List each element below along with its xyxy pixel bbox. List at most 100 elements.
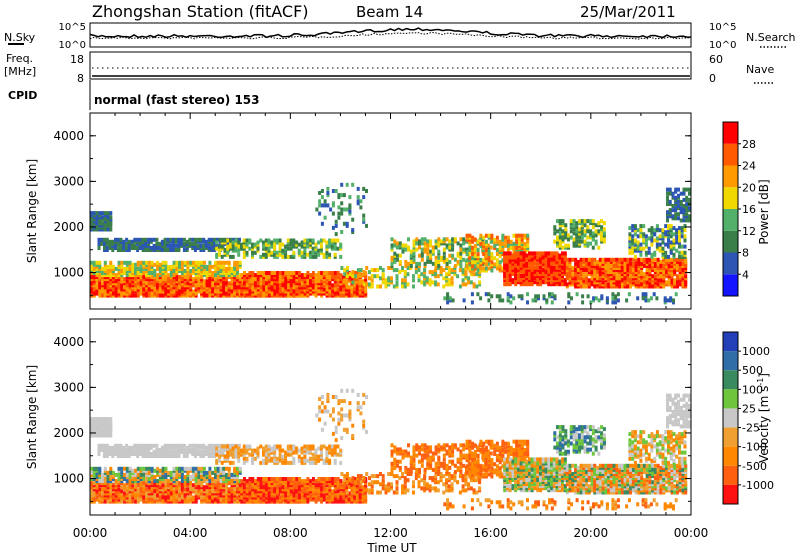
power-cell (533, 265, 537, 270)
power-cell (586, 235, 590, 240)
velocity-cell (216, 497, 220, 502)
velocity-cell (139, 483, 143, 488)
power-cell (344, 271, 348, 275)
velocity-cell (200, 493, 204, 498)
power-cell (345, 221, 349, 226)
power-cell (238, 291, 242, 296)
power-cell (403, 272, 407, 277)
power-cell (100, 241, 104, 246)
power-cell (648, 268, 652, 273)
power-cell (109, 215, 113, 220)
velocity-cell (125, 479, 129, 484)
power-cell (642, 259, 646, 264)
power-cell (626, 257, 630, 262)
freq-right-bottom-tick: 0 (709, 72, 716, 85)
velocity-cell (158, 493, 162, 498)
power-cell (98, 221, 102, 226)
power-cell (270, 240, 274, 245)
power-cell (359, 274, 363, 279)
power-cell (213, 237, 217, 242)
power-cell (589, 300, 593, 305)
power-cell (398, 270, 402, 275)
power-cell (550, 300, 554, 305)
power-cell (629, 261, 633, 266)
power-cell (251, 285, 255, 290)
power-cell (578, 235, 582, 240)
power-cell (128, 269, 132, 273)
power-cell (636, 228, 640, 233)
velocity-cell (225, 493, 228, 498)
power-cell (655, 224, 659, 229)
power-cell (156, 277, 160, 282)
power-cell (670, 259, 674, 264)
power-cell (563, 257, 567, 262)
power-cell (447, 266, 451, 270)
velocity-cell (219, 493, 223, 498)
power-cell (571, 272, 575, 277)
velocity-cell (109, 491, 113, 496)
velocity-cell (136, 493, 140, 498)
power-cell (593, 257, 597, 262)
power-cell (647, 246, 651, 251)
power-cell (472, 284, 476, 289)
power-cell (489, 245, 493, 250)
power-cell (600, 294, 604, 299)
power-cell (596, 276, 600, 281)
power-cell (342, 293, 346, 298)
power-cell (284, 273, 288, 278)
power-cell (437, 249, 441, 254)
power-cell (219, 273, 223, 278)
power-cell (443, 296, 447, 301)
power-cell (92, 287, 96, 292)
power-cell (98, 264, 102, 269)
power-cell (368, 282, 371, 287)
velocity-cell (109, 475, 113, 479)
power-cell (234, 242, 238, 247)
power-cell (390, 255, 394, 260)
power-cell (292, 285, 296, 290)
power-cell (633, 242, 637, 247)
power-cell (264, 252, 268, 257)
power-cell (667, 232, 670, 237)
power-cell (273, 252, 277, 257)
power-cell (117, 264, 121, 269)
power-cell (568, 257, 572, 262)
power-cell (684, 276, 688, 281)
power-cell (387, 280, 391, 285)
power-cell (683, 224, 687, 229)
power-cell (472, 272, 476, 277)
power-cell (308, 242, 312, 247)
power-cell (214, 287, 217, 292)
power-cell (245, 277, 249, 282)
power-cell (656, 264, 660, 268)
power-cell (505, 267, 509, 272)
power-cell (134, 281, 138, 286)
power-cell (437, 251, 441, 256)
power-cell (678, 250, 681, 255)
power-cell (275, 238, 279, 243)
power-cell (333, 281, 337, 286)
power-cell (683, 238, 687, 243)
power-cell (565, 264, 569, 268)
power-cell (161, 285, 165, 290)
power-cell (553, 231, 557, 236)
power-cell (634, 272, 638, 277)
power-cell (675, 240, 679, 245)
power-cell (298, 287, 302, 292)
velocity-cell (161, 479, 165, 484)
power-cell (593, 280, 597, 285)
velocity-cell (180, 483, 184, 488)
power-cell (680, 226, 684, 231)
power-cell (136, 246, 140, 250)
velocity-cell (169, 479, 173, 484)
power-cell (442, 255, 446, 260)
power-cell (680, 250, 684, 255)
velocity-cell (150, 481, 154, 486)
velocity-cell (106, 493, 110, 498)
power-cell (100, 237, 104, 242)
power-cell (125, 285, 129, 290)
power-cell (556, 239, 559, 244)
power-cell (306, 271, 310, 275)
power-cell (644, 242, 648, 247)
velocity-cell (153, 493, 157, 498)
